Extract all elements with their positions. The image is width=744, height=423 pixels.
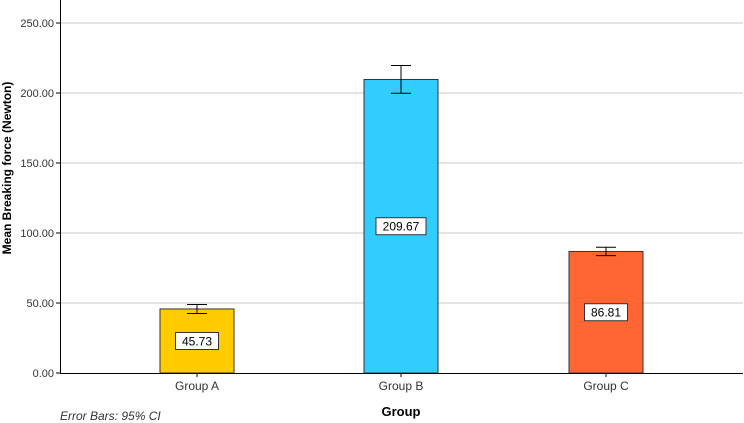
footnote: Error Bars: 95% CI [60, 409, 161, 423]
error-bars [187, 65, 616, 314]
axes [56, 0, 743, 377]
data-label-box [375, 217, 427, 236]
x-tick-label: Group B [379, 379, 424, 393]
tick-labels: 0.00 50.00 100.00 150.00 200.00 250.00 Group A… [20, 18, 629, 393]
data-label: 209.67 [383, 220, 420, 234]
y-tick-label: 200.00 [20, 88, 54, 100]
data-labels: 45.73 209.67 86.81 [175, 217, 628, 350]
y-tick-label: 0.00 [33, 368, 54, 380]
y-axis-title: Mean Breaking force (Newton) [0, 82, 14, 255]
y-tick-label: 250.00 [20, 18, 54, 30]
y-tick-label: 50.00 [26, 298, 54, 310]
y-tick-label: 150.00 [20, 158, 54, 170]
data-label-box [584, 303, 628, 322]
data-label: 45.73 [182, 334, 212, 348]
data-label: 86.81 [591, 306, 621, 320]
x-tick-label: Group C [583, 379, 629, 393]
data-label-box [175, 331, 219, 350]
x-tick-label: Group A [175, 379, 219, 393]
y-tick-label: 100.00 [20, 228, 54, 240]
x-axis-title: Group [382, 404, 421, 419]
